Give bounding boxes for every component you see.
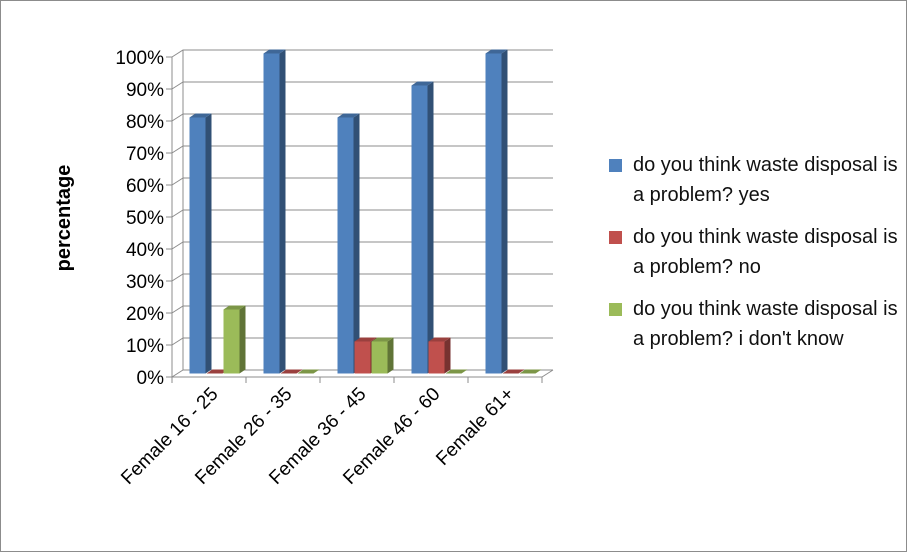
bar: [519, 369, 542, 374]
bar-top: [371, 337, 394, 342]
bar-front: [189, 117, 206, 374]
bars: [189, 49, 542, 374]
y-tick-label: 40%: [126, 240, 164, 261]
bar-top: [337, 113, 360, 118]
bar: [428, 337, 451, 374]
legend-swatch-dont-know: [609, 303, 622, 316]
x-tick-label: Female 61+: [432, 384, 518, 470]
y-tick-label: 100%: [115, 48, 164, 69]
bar: [371, 337, 394, 374]
bar: [206, 369, 229, 374]
bar-front: [263, 53, 280, 374]
y-tick-label: 0%: [137, 368, 165, 389]
legend-label-dont-know: do you think waste disposal is a problem…: [633, 298, 898, 350]
bar: [189, 113, 212, 374]
y-tick-labels: 0% 10% 20% 30% 40% 50% 60% 70% 80% 90% 100%: [115, 48, 164, 389]
bar-side: [501, 49, 508, 374]
bar: [280, 369, 303, 374]
bar-top: [189, 113, 212, 118]
legend-item-dont-know: do you think waste disposal is a problem…: [609, 294, 899, 354]
bar-front: [337, 117, 354, 374]
bar-side: [387, 337, 394, 374]
bar: [223, 305, 246, 374]
bar-side: [205, 113, 212, 374]
bar-top: [428, 337, 451, 342]
bar-top: [502, 369, 525, 374]
legend-swatch-yes: [609, 159, 622, 172]
bar-side: [444, 337, 451, 374]
y-tick-label: 10%: [126, 336, 164, 357]
legend-item-yes: do you think waste disposal is a problem…: [609, 150, 899, 210]
bar-top: [280, 369, 303, 374]
bar: [297, 369, 320, 374]
bar-top: [445, 369, 468, 374]
y-tick-label: 60%: [126, 176, 164, 197]
bar-top: [263, 49, 286, 54]
bar: [411, 81, 434, 374]
bar-front: [485, 53, 502, 374]
legend-label-yes: do you think waste disposal is a problem…: [633, 154, 898, 206]
bar: [485, 49, 508, 374]
y-tick-label: 70%: [126, 144, 164, 165]
y-tick-label: 20%: [126, 304, 164, 325]
bar-top: [411, 81, 434, 86]
bar-front: [411, 85, 428, 374]
legend: do you think waste disposal is a problem…: [609, 150, 899, 366]
y-axis-label: percentage: [53, 165, 75, 272]
bar: [337, 113, 360, 374]
bar-top: [206, 369, 229, 374]
y-tick-label: 30%: [126, 272, 164, 293]
bar-top: [354, 337, 377, 342]
bar-side: [353, 113, 360, 374]
bar-front: [223, 309, 240, 374]
bar-front: [428, 341, 445, 374]
floor-edge: [541, 369, 554, 378]
bar-top: [297, 369, 320, 374]
legend-item-no: do you think waste disposal is a problem…: [609, 222, 899, 282]
legend-swatch-no: [609, 231, 622, 244]
bar: [263, 49, 286, 374]
bar-side: [427, 81, 434, 374]
bar-front: [354, 341, 371, 374]
bar-side: [279, 49, 286, 374]
bar-side: [239, 305, 246, 374]
bar: [502, 369, 525, 374]
bar-top: [519, 369, 542, 374]
y-tick-label: 80%: [126, 112, 164, 133]
legend-label-no: do you think waste disposal is a problem…: [633, 226, 898, 278]
y-tick-label: 90%: [126, 80, 164, 101]
bar: [445, 369, 468, 374]
bar-front: [371, 341, 388, 374]
bar-top: [485, 49, 508, 54]
bar-top: [223, 305, 246, 310]
y-tick-label: 50%: [126, 208, 164, 229]
